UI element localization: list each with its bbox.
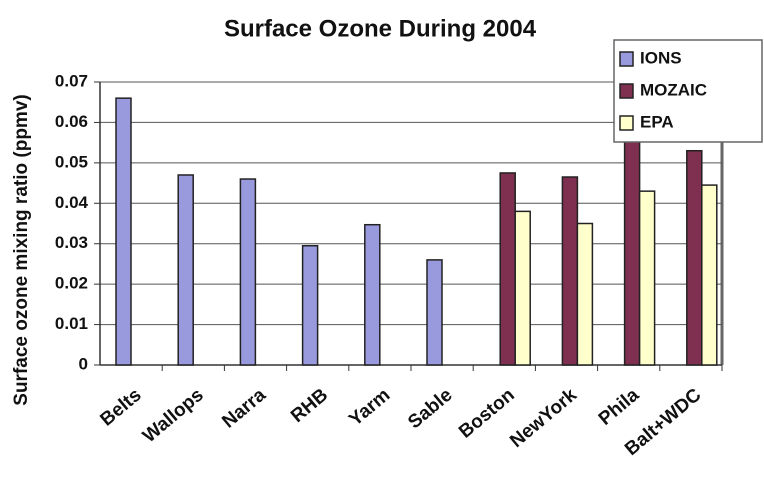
- legend-swatch: [619, 83, 634, 99]
- legend-swatch: [619, 51, 634, 67]
- bar: [499, 172, 516, 366]
- bar: [301, 244, 319, 366]
- y-tick-label: 0.01: [55, 314, 88, 333]
- bar: [561, 176, 579, 366]
- x-tick-label: Narra: [218, 384, 270, 432]
- bar: [686, 149, 703, 366]
- y-tick-label: 0.05: [55, 152, 88, 171]
- y-tick-label: 0.02: [55, 274, 88, 293]
- x-tick-label: NewYork: [506, 384, 581, 452]
- legend-swatch: [619, 115, 634, 131]
- x-tick-label: RHB: [287, 385, 332, 428]
- x-tick-label: Wallops: [139, 385, 208, 447]
- x-tick-label: Phila: [595, 384, 644, 430]
- bar: [364, 223, 381, 366]
- legend-label: MOZAIC: [640, 80, 707, 99]
- chart-title: Surface Ozone During 2004: [224, 15, 537, 42]
- y-tick-label: 0: [79, 354, 88, 373]
- legend-label: IONS: [640, 48, 682, 67]
- bar: [514, 210, 531, 366]
- bar: [576, 222, 594, 366]
- y-axis-label: Surface ozone mixing ratio (ppmv): [11, 94, 32, 405]
- y-tick-label: 0.06: [55, 112, 88, 131]
- y-tick-label: 0.07: [55, 71, 88, 90]
- x-tick-label: Yarm: [345, 385, 394, 431]
- bar: [701, 184, 718, 366]
- bar: [638, 190, 656, 366]
- legend-box: [613, 39, 763, 143]
- bar: [239, 178, 257, 366]
- bar: [177, 174, 194, 366]
- bar: [623, 117, 641, 366]
- x-tick-label: Belts: [96, 385, 145, 431]
- x-tick-label: Sable: [404, 385, 456, 434]
- y-tick-label: 0.03: [55, 233, 88, 252]
- legend-label: EPA: [640, 112, 674, 131]
- bar: [115, 97, 132, 366]
- bar: [426, 259, 443, 366]
- y-tick-label: 0.04: [55, 193, 89, 212]
